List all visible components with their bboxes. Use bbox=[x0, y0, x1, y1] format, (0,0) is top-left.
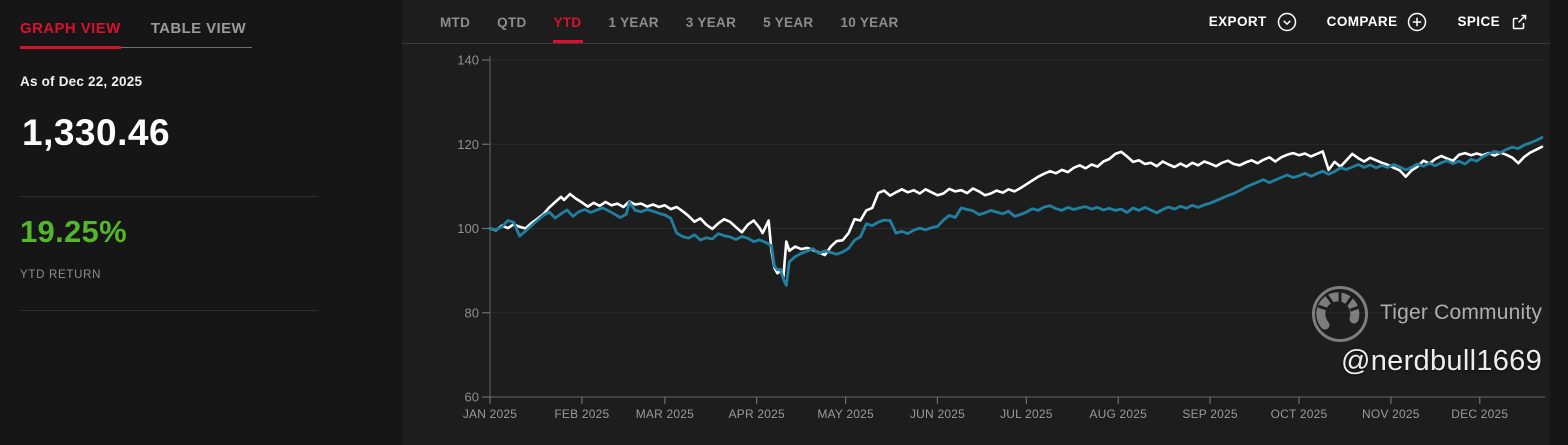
x-axis-label: JAN 2025 bbox=[463, 407, 517, 421]
y-axis-label: 140 bbox=[457, 53, 479, 68]
as-of-date: As of Dec 22, 2025 bbox=[20, 74, 143, 89]
x-axis-label: JUL 2025 bbox=[1000, 407, 1053, 421]
range-tab-qtd[interactable]: QTD bbox=[497, 15, 527, 30]
ytd-return-value: 19.25% bbox=[20, 214, 127, 249]
x-axis-label: MAR 2025 bbox=[636, 407, 694, 421]
summary-panel: GRAPH VIEW TABLE VIEW As of Dec 22, 2025… bbox=[0, 0, 402, 445]
chart-panel: MTD QTD YTD 1 YEAR 3 YEAR 5 YEAR 10 YEAR… bbox=[402, 0, 1550, 445]
x-axis-label: JUN 2025 bbox=[910, 407, 965, 421]
tab-graph-view[interactable]: GRAPH VIEW bbox=[20, 12, 121, 49]
x-axis-label: OCT 2025 bbox=[1271, 407, 1328, 421]
y-axis-label: 60 bbox=[465, 390, 479, 405]
x-axis-label: AUG 2025 bbox=[1089, 407, 1147, 421]
divider bbox=[20, 196, 318, 197]
x-axis-label: DEC 2025 bbox=[1451, 407, 1508, 421]
plus-circle-icon bbox=[1407, 12, 1427, 32]
range-tab-mtd[interactable]: MTD bbox=[440, 15, 471, 30]
compare-label: COMPARE bbox=[1326, 14, 1398, 29]
chart-toolbar: MTD QTD YTD 1 YEAR 3 YEAR 5 YEAR 10 YEAR… bbox=[402, 0, 1550, 44]
range-tab-5year[interactable]: 5 YEAR bbox=[763, 15, 814, 30]
chevron-down-circle-icon bbox=[1277, 12, 1297, 32]
series-line-index-teal bbox=[488, 136, 1544, 287]
x-axis-label: NOV 2025 bbox=[1362, 407, 1420, 421]
range-tab-10year[interactable]: 10 YEAR bbox=[840, 15, 899, 30]
tab-table-view[interactable]: TABLE VIEW bbox=[150, 20, 247, 37]
performance-chart: 140 120 100 80 60 JAN 2025 FEB 2025 MAR 2025 APR… bbox=[457, 53, 1545, 421]
x-axis-label: MAY 2025 bbox=[817, 407, 874, 421]
watermark-community-name: Tiger Community bbox=[1380, 301, 1543, 324]
range-tabs: MTD QTD YTD 1 YEAR 3 YEAR 5 YEAR 10 YEAR bbox=[440, 0, 899, 43]
x-axis-label: SEP 2025 bbox=[1182, 407, 1238, 421]
view-tabs: GRAPH VIEW TABLE VIEW bbox=[20, 12, 252, 49]
ytd-return-label: YTD RETURN bbox=[20, 269, 102, 281]
series-line-benchmark-white bbox=[488, 145, 1544, 279]
divider bbox=[20, 310, 318, 311]
range-tab-3year[interactable]: 3 YEAR bbox=[685, 15, 737, 30]
action-buttons: EXPORT COMPARE SPICE bbox=[1209, 12, 1550, 32]
y-axis-label: 100 bbox=[457, 221, 479, 236]
y-axis-label: 120 bbox=[457, 137, 479, 152]
export-button[interactable]: EXPORT bbox=[1209, 12, 1297, 32]
y-axis-label: 80 bbox=[465, 305, 479, 320]
spice-button[interactable]: SPICE bbox=[1457, 12, 1528, 32]
tiger-community-logo-icon bbox=[1310, 284, 1370, 349]
watermark-user-handle: @nerdbull1669 bbox=[1341, 345, 1543, 377]
range-tab-1year[interactable]: 1 YEAR bbox=[608, 15, 659, 30]
x-axis-label: APR 2025 bbox=[729, 407, 785, 421]
compare-button[interactable]: COMPARE bbox=[1327, 12, 1428, 32]
index-value: 1,330.46 bbox=[22, 112, 171, 153]
export-label: EXPORT bbox=[1208, 14, 1267, 29]
spice-label: SPICE bbox=[1457, 14, 1500, 29]
external-link-icon bbox=[1510, 13, 1528, 31]
range-tab-ytd[interactable]: YTD bbox=[554, 0, 582, 43]
x-axis-label: FEB 2025 bbox=[554, 407, 609, 421]
